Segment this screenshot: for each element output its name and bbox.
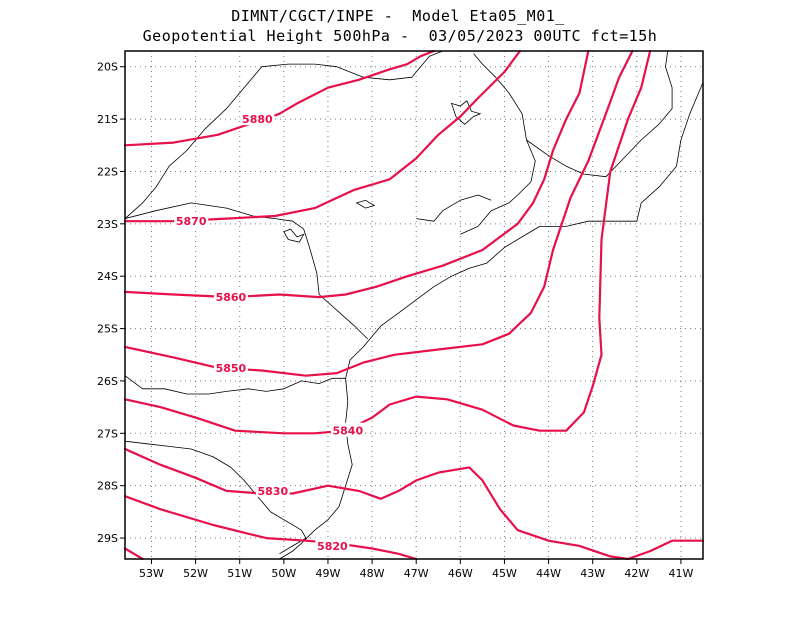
tick-label-lat-9: 29S bbox=[97, 532, 118, 545]
map-frame bbox=[124, 50, 704, 560]
coastline-0 bbox=[279, 378, 353, 560]
height-contours bbox=[123, 49, 705, 561]
coastline-1 bbox=[345, 82, 704, 379]
tick-label-lon-3: 50W bbox=[271, 567, 296, 580]
axis-ticks: 53W 52W 51W 50W 49W 48W 47W 46W 45W 44W 43W 42W 41W 2… bbox=[97, 61, 693, 580]
tick-label-lat-8: 28S bbox=[97, 480, 118, 493]
tick-label-lon-0: 53W bbox=[139, 567, 164, 580]
tick-label-lon-5: 48W bbox=[360, 567, 385, 580]
contour-label-5830: 5830 bbox=[257, 485, 288, 498]
state-border-3 bbox=[526, 50, 673, 178]
lake-outline-2 bbox=[283, 228, 305, 243]
contour-line-5850 bbox=[123, 49, 634, 377]
contour-labels: 5880 5870 5860 5850 5840 5830 5820 bbox=[174, 111, 365, 553]
contour-line-5870 bbox=[123, 49, 521, 223]
tick-label-lon-1: 52W bbox=[183, 567, 208, 580]
contour-label-5870: 5870 bbox=[176, 215, 207, 228]
tick-label-lon-6: 47W bbox=[404, 567, 429, 580]
contour-label-5820: 5820 bbox=[317, 540, 348, 553]
contour-line-5810 bbox=[123, 547, 144, 561]
state-border-6 bbox=[416, 194, 492, 222]
contour-label-5840: 5840 bbox=[333, 425, 364, 438]
contour-label-bg-5850 bbox=[213, 359, 248, 374]
contour-label-bg-5870 bbox=[174, 213, 209, 228]
tick-label-lon-11: 42W bbox=[624, 567, 649, 580]
contour-label-5860: 5860 bbox=[216, 291, 247, 304]
tick-label-lon-2: 51W bbox=[227, 567, 252, 580]
contour-line-5830 bbox=[123, 447, 705, 561]
chart-title-line2: Geopotential Height 500hPa - 03/05/2023 … bbox=[142, 27, 658, 45]
contour-label-bg-5840 bbox=[330, 422, 365, 437]
state-border-2 bbox=[460, 53, 536, 235]
contour-label-bg-5880 bbox=[240, 111, 275, 126]
state-border-1 bbox=[124, 202, 368, 340]
chart-title-line1: DIMNT/CGCT/INPE - Model Eta05_M01_ bbox=[231, 7, 565, 25]
tick-label-lon-10: 43W bbox=[580, 567, 605, 580]
state-border-0 bbox=[124, 50, 443, 219]
tick-label-lon-4: 49W bbox=[316, 567, 341, 580]
contour-line-5860 bbox=[123, 49, 590, 299]
tick-label-lat-5: 25S bbox=[97, 323, 118, 336]
contour-label-bg-5830 bbox=[255, 482, 290, 497]
contour-label-5880: 5880 bbox=[242, 113, 273, 126]
tick-label-lat-6: 26S bbox=[97, 375, 118, 388]
tick-label-lon-9: 44W bbox=[536, 567, 561, 580]
tick-label-lat-2: 22S bbox=[97, 165, 118, 178]
tick-label-lat-0: 20S bbox=[97, 61, 118, 74]
contour-line-5880 bbox=[123, 49, 435, 147]
tick-label-lat-3: 23S bbox=[97, 218, 118, 231]
contour-label-5850: 5850 bbox=[216, 362, 247, 375]
tick-label-lon-12: 41W bbox=[669, 567, 694, 580]
tick-label-lon-7: 46W bbox=[448, 567, 473, 580]
tick-label-lat-7: 27S bbox=[97, 427, 118, 440]
state-borders bbox=[124, 50, 704, 560]
contour-line-5840 bbox=[123, 49, 652, 435]
contour-label-bg-5860 bbox=[213, 289, 248, 304]
state-border-4 bbox=[124, 375, 346, 395]
contour-label-bg-5820 bbox=[315, 537, 350, 552]
contour-line-5820 bbox=[123, 495, 418, 561]
tick-label-lat-1: 21S bbox=[97, 113, 118, 126]
state-border-5 bbox=[124, 440, 307, 555]
tick-label-lat-4: 24S bbox=[97, 270, 118, 283]
lake-outline-1 bbox=[355, 199, 376, 209]
tick-label-lon-8: 45W bbox=[492, 567, 517, 580]
